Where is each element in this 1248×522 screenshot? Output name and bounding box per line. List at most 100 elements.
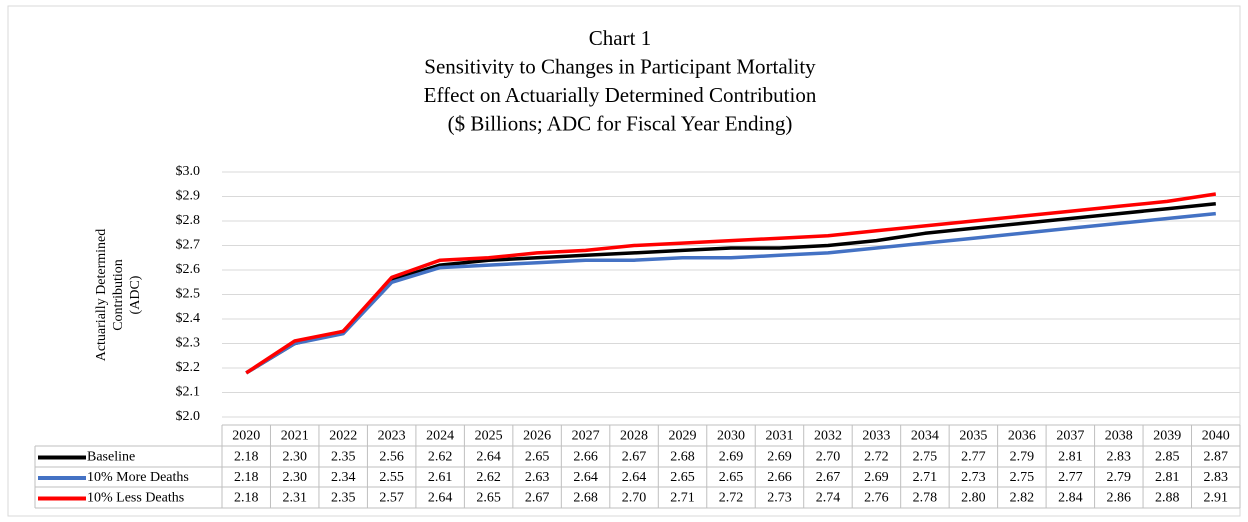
- x-tick-label: 2039: [1153, 429, 1181, 444]
- series-line: [245, 202, 1216, 375]
- data-label: 2.64: [476, 450, 501, 465]
- data-label: 2.83: [1107, 450, 1132, 465]
- chart-title: Effect on Actuarially Determined Contrib…: [424, 83, 817, 107]
- data-label: 2.77: [961, 450, 986, 465]
- y-tick-label: $2.3: [176, 336, 201, 351]
- data-label: 2.18: [234, 491, 259, 506]
- data-label: 2.67: [816, 470, 841, 485]
- y-tick-label: $2.5: [176, 287, 201, 302]
- y-tick-label: $2.9: [176, 189, 201, 204]
- data-label: 2.35: [331, 491, 356, 506]
- legend-label: Baseline: [87, 450, 135, 465]
- data-label: 2.30: [282, 450, 307, 465]
- data-label: 2.68: [573, 491, 598, 506]
- y-tick-label: $2.4: [176, 311, 201, 326]
- data-label: 2.64: [573, 470, 598, 485]
- data-label: 2.65: [476, 491, 501, 506]
- x-tick-label: 2021: [281, 429, 309, 444]
- data-label: 2.62: [428, 450, 453, 465]
- y-tick-label: $2.8: [176, 213, 201, 228]
- x-tick-label: 2031: [765, 429, 793, 444]
- data-label: 2.75: [913, 450, 938, 465]
- data-label: 2.55: [379, 470, 404, 485]
- data-label: 2.63: [525, 470, 550, 485]
- data-label: 2.86: [1107, 491, 1132, 506]
- x-tick-label: 2032: [814, 429, 842, 444]
- data-label: 2.68: [670, 450, 695, 465]
- x-tick-label: 2020: [232, 429, 260, 444]
- data-label: 2.88: [1155, 491, 1180, 506]
- x-tick-label: 2025: [475, 429, 503, 444]
- x-tick-label: 2038: [1105, 429, 1133, 444]
- chart-title: Sensitivity to Changes in Participant Mo…: [424, 54, 816, 78]
- data-label: 2.72: [719, 491, 744, 506]
- data-label: 2.64: [622, 470, 647, 485]
- y-axis-label: Actuarially Determined: [94, 229, 109, 362]
- y-axis-label: (ADC): [128, 275, 143, 314]
- y-tick-label: $2.6: [176, 262, 201, 277]
- x-tick-label: 2022: [329, 429, 357, 444]
- data-label: 2.18: [234, 450, 259, 465]
- data-label: 2.69: [864, 470, 889, 485]
- data-label: 2.81: [1155, 470, 1180, 485]
- x-tick-label: 2037: [1056, 429, 1084, 444]
- series-line: [245, 211, 1216, 375]
- data-label: 2.82: [1010, 491, 1035, 506]
- data-label: 2.64: [428, 491, 453, 506]
- x-tick-label: 2023: [378, 429, 406, 444]
- data-label: 2.66: [573, 450, 598, 465]
- data-label: 2.71: [670, 491, 695, 506]
- data-label: 2.80: [961, 491, 986, 506]
- data-label: 2.70: [622, 491, 647, 506]
- y-tick-label: $2.7: [176, 238, 201, 253]
- data-label: 2.87: [1204, 450, 1229, 465]
- x-tick-label: 2034: [911, 429, 939, 444]
- y-tick-label: $2.2: [176, 360, 201, 375]
- data-label: 2.74: [816, 491, 841, 506]
- data-label: 2.35: [331, 450, 356, 465]
- data-label: 2.18: [234, 470, 259, 485]
- data-label: 2.70: [816, 450, 841, 465]
- chart-title: Chart 1: [589, 26, 651, 50]
- data-label: 2.76: [864, 491, 889, 506]
- x-tick-label: 2024: [426, 429, 454, 444]
- data-label: 2.79: [1010, 450, 1035, 465]
- series-line: [245, 192, 1217, 375]
- y-tick-label: $2.1: [176, 385, 201, 400]
- data-label: 2.79: [1107, 470, 1132, 485]
- x-tick-label: 2028: [620, 429, 648, 444]
- x-tick-label: 2036: [1008, 429, 1036, 444]
- data-label: 2.65: [670, 470, 695, 485]
- data-label: 2.67: [622, 450, 647, 465]
- data-label: 2.75: [1010, 470, 1035, 485]
- data-label: 2.84: [1058, 491, 1083, 506]
- data-label: 2.67: [525, 491, 550, 506]
- y-tick-label: $3.0: [176, 164, 201, 179]
- legend-label: 10% More Deaths: [87, 470, 189, 485]
- data-label: 2.69: [767, 450, 792, 465]
- legend-label: 10% Less Deaths: [87, 491, 184, 506]
- x-tick-label: 2035: [959, 429, 987, 444]
- data-label: 2.83: [1204, 470, 1229, 485]
- data-label: 2.73: [767, 491, 792, 506]
- data-label: 2.31: [282, 491, 307, 506]
- data-label: 2.61: [428, 470, 453, 485]
- x-tick-label: 2030: [717, 429, 745, 444]
- data-label: 2.34: [331, 470, 356, 485]
- data-label: 2.57: [379, 491, 404, 506]
- data-label: 2.65: [719, 470, 744, 485]
- data-label: 2.71: [913, 470, 938, 485]
- data-label: 2.65: [525, 450, 550, 465]
- x-tick-label: 2040: [1202, 429, 1230, 444]
- data-label: 2.62: [476, 470, 501, 485]
- x-tick-label: 2033: [862, 429, 890, 444]
- x-tick-label: 2029: [669, 429, 697, 444]
- data-label: 2.81: [1058, 450, 1083, 465]
- data-label: 2.30: [282, 470, 307, 485]
- data-label: 2.85: [1155, 450, 1180, 465]
- x-tick-label: 2026: [523, 429, 551, 444]
- x-tick-label: 2027: [572, 429, 600, 444]
- data-label: 2.78: [913, 491, 938, 506]
- y-tick-label: $2.0: [176, 409, 201, 424]
